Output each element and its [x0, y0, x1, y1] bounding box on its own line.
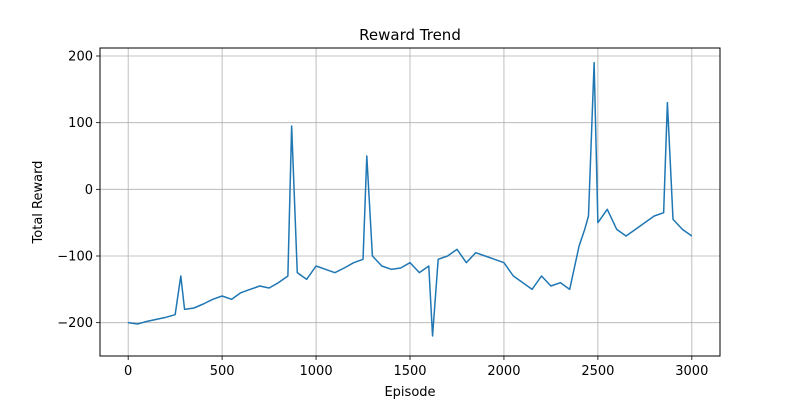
x-tick-label: 3000 — [675, 364, 708, 379]
x-tick-label: 1500 — [393, 364, 426, 379]
reward-series-line — [128, 61, 693, 337]
x-axis-ticks: 0 500 1000 1500 2000 2500 3000 — [124, 356, 708, 379]
y-tick-label: 100 — [68, 116, 93, 131]
y-axis-ticks: −200 −100 0 100 200 — [57, 50, 100, 331]
x-tick-label: 0 — [124, 364, 132, 379]
x-tick-label: 1000 — [300, 364, 333, 379]
x-tick-label: 500 — [210, 364, 235, 379]
y-axis-title: Total Reward — [31, 161, 46, 245]
y-tick-label: 200 — [68, 50, 93, 65]
x-tick-label: 2000 — [487, 364, 520, 379]
y-tick-label: −100 — [57, 250, 93, 265]
x-tick-label: 2500 — [581, 364, 614, 379]
chart-title: Reward Trend — [359, 26, 461, 44]
plot-area — [128, 61, 693, 337]
x-axis-title: Episode — [384, 385, 435, 400]
y-tick-label: −200 — [57, 316, 93, 331]
y-tick-label: 0 — [85, 183, 93, 198]
